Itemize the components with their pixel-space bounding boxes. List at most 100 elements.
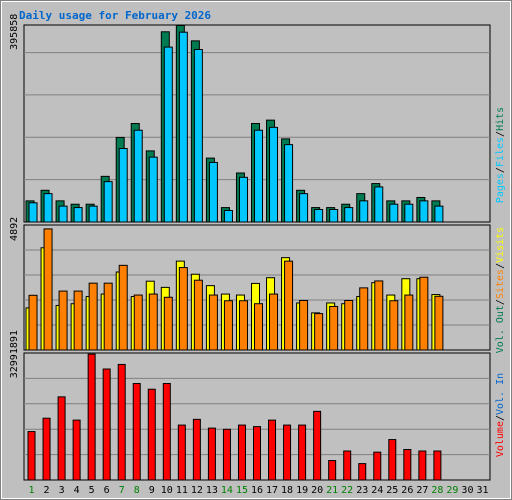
- legend-entry-files: Files: [495, 137, 506, 167]
- bar-sites-day-9: [148, 293, 158, 351]
- bar-files-day-25: [389, 203, 399, 223]
- bar-sites-day-17: [269, 293, 279, 351]
- legend-entry-vol-out: Vol. Out: [495, 305, 506, 353]
- bar-sites-day-27: [419, 276, 429, 351]
- bar-sites-day-21: [329, 305, 339, 351]
- bar-files-day-20: [314, 209, 324, 223]
- bar-files-day-5: [88, 205, 98, 223]
- bar-volume-day-23: [358, 463, 367, 481]
- bar-files-day-18: [284, 144, 294, 223]
- panel-hits-files-pages: 395858: [9, 14, 491, 223]
- legend-separator: /: [495, 167, 506, 173]
- bar-sites-day-6: [103, 282, 113, 351]
- bar-sites-day-13: [208, 294, 218, 351]
- bar-files-day-12: [193, 49, 203, 223]
- bar-files-day-16: [254, 129, 263, 223]
- x-tick-label-14: 14: [221, 485, 233, 496]
- x-tick-label-12: 12: [191, 485, 203, 496]
- x-tick-label-8: 8: [134, 485, 140, 496]
- x-tick-label-19: 19: [296, 485, 308, 496]
- x-tick-label-18: 18: [281, 485, 293, 496]
- x-tick-label-16: 16: [251, 485, 263, 496]
- bar-volume-day-17: [268, 419, 277, 481]
- bar-sites-day-10: [163, 296, 173, 351]
- legend-separator: /: [495, 131, 506, 137]
- x-tick-label-9: 9: [149, 485, 155, 496]
- x-tick-label-13: 13: [206, 485, 218, 496]
- bar-sites-day-20: [314, 313, 324, 351]
- x-tick-label-30: 30: [461, 485, 473, 496]
- bar-files-day-22: [344, 207, 354, 223]
- bar-files-day-21: [329, 209, 339, 223]
- bar-sites-day-8: [133, 294, 143, 351]
- x-tick-label-31: 31: [476, 485, 488, 496]
- x-tick-label-6: 6: [104, 485, 110, 496]
- panels-layer: 395858 4892 32991891: [9, 14, 491, 481]
- legend-visits-sites-out: Vol. Out/Sites/Visits: [495, 227, 506, 353]
- bar-volume-day-8: [132, 383, 141, 481]
- bar-files-day-8: [133, 129, 143, 223]
- bar-volume-day-20: [313, 410, 322, 481]
- x-tick-label-5: 5: [89, 485, 95, 496]
- legend-entry-pages: Pages: [495, 173, 506, 203]
- bar-files-day-15: [238, 176, 248, 223]
- bar-files-day-14: [223, 209, 233, 223]
- legend-separator: /: [495, 263, 506, 269]
- bar-sites-day-22: [344, 299, 354, 351]
- bar-files-day-4: [73, 207, 83, 223]
- x-tick-label-15: 15: [236, 485, 248, 496]
- bar-volume-day-13: [207, 427, 216, 481]
- bar-sites-day-7: [118, 264, 128, 351]
- legend-separator: /: [495, 299, 506, 305]
- legend-entry-hits: Hits: [495, 107, 506, 131]
- bar-volume-day-22: [343, 450, 352, 481]
- x-tick-label-4: 4: [74, 485, 80, 496]
- legend-volume-in: Volume/Vol. In: [495, 373, 506, 457]
- bar-files-day-26: [404, 203, 414, 223]
- chart-title: Daily usage for February 2026: [19, 9, 211, 22]
- x-tick-label-21: 21: [326, 485, 338, 496]
- bar-files-day-10: [163, 46, 173, 223]
- bar-sites-day-15: [238, 300, 248, 351]
- x-tick-label-25: 25: [386, 485, 398, 496]
- bar-sites-day-24: [374, 280, 384, 351]
- x-tick-label-27: 27: [416, 485, 428, 496]
- bar-sites-day-4: [73, 290, 83, 351]
- bar-files-day-7: [118, 147, 128, 223]
- bar-sites-day-3: [58, 290, 68, 351]
- x-tick-label-1: 1: [29, 485, 35, 496]
- legend-entry-visits: Visits: [495, 227, 506, 263]
- bar-volume-day-26: [403, 448, 412, 481]
- bar-volume-day-7: [117, 363, 126, 481]
- bar-sites-day-11: [178, 267, 188, 351]
- bar-sites-day-26: [404, 294, 414, 351]
- bar-sites-day-18: [284, 260, 294, 351]
- bar-sites-day-16: [254, 303, 263, 351]
- bar-files-day-28: [434, 205, 444, 223]
- bar-volume-day-10: [162, 383, 171, 481]
- bar-volume-day-1: [27, 431, 36, 481]
- bar-volume-day-21: [328, 460, 337, 481]
- x-tick-label-10: 10: [161, 485, 173, 496]
- x-tick-label-2: 2: [44, 485, 50, 496]
- bar-volume-day-12: [192, 418, 201, 481]
- x-tick-label-3: 3: [59, 485, 65, 496]
- legend-hits-files-pages: Pages/Files/Hits: [495, 107, 506, 203]
- bar-files-day-11: [178, 31, 188, 223]
- bar-volume-day-28: [433, 450, 442, 481]
- bar-volume-day-6: [102, 368, 111, 481]
- bar-files-day-23: [359, 200, 369, 223]
- bar-volume-day-3: [57, 396, 66, 481]
- bar-volume-day-11: [177, 424, 186, 481]
- x-tick-label-17: 17: [266, 485, 278, 496]
- panel-visits-sites: 4892: [9, 217, 491, 351]
- bar-files-day-17: [269, 126, 279, 223]
- x-tick-label-22: 22: [341, 485, 353, 496]
- bar-sites-day-1: [28, 294, 38, 351]
- bar-files-day-27: [419, 200, 429, 223]
- bar-volume-day-25: [388, 439, 397, 481]
- x-tick-label-23: 23: [356, 485, 368, 496]
